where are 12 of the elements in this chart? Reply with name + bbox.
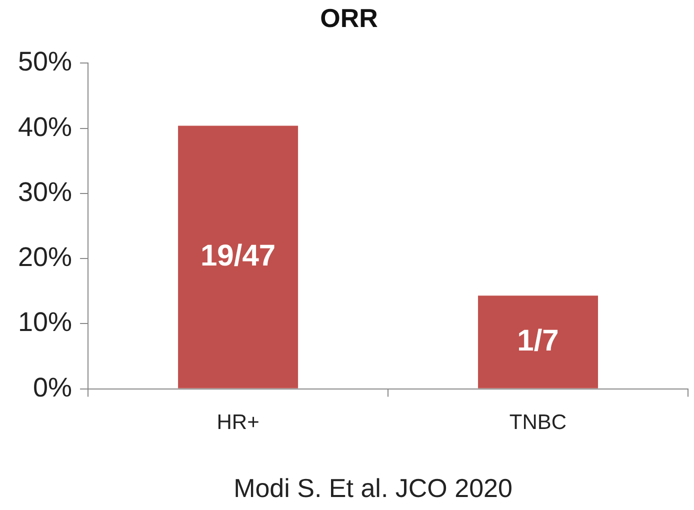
- x-tick-label: TNBC: [509, 411, 567, 434]
- y-tick-label: 20%: [18, 242, 72, 272]
- data-label: 19/47: [200, 239, 276, 272]
- y-tick-label: 0%: [33, 372, 72, 402]
- x-tick-label: HR+: [216, 411, 260, 434]
- y-tick-label: 10%: [18, 307, 72, 338]
- chart-title: ORR: [320, 2, 378, 33]
- y-tick-label: 40%: [18, 112, 72, 142]
- y-tick-label: 30%: [18, 176, 72, 207]
- text: Modi S. Et al. JCO 2020: [234, 473, 512, 504]
- y-tick-label: 50%: [18, 46, 72, 77]
- data-label: 1/7: [517, 324, 559, 358]
